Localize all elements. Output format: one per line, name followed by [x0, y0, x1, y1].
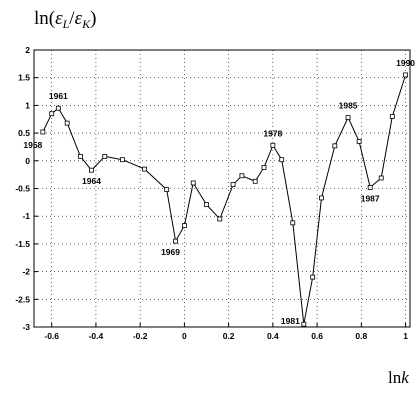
annotation-label: 1958 — [23, 140, 42, 150]
annotation-label: 1985 — [339, 101, 358, 111]
data-point — [217, 216, 223, 222]
x-tick-label: -0.6 — [44, 331, 59, 341]
data-point — [230, 182, 236, 188]
data-point — [279, 157, 285, 163]
x-tick-label: -0.2 — [133, 331, 148, 341]
data-point — [301, 321, 307, 327]
data-point — [204, 202, 209, 207]
data-point — [367, 184, 373, 190]
annotation-label: 1969 — [161, 247, 180, 257]
data-point — [332, 143, 338, 149]
y-tick-label: -3 — [22, 322, 30, 332]
data-point — [173, 238, 178, 244]
x-tick-label: -0.4 — [89, 331, 104, 341]
data-point — [290, 220, 296, 226]
data-point — [310, 274, 316, 280]
data-point — [252, 178, 258, 184]
data-point — [270, 142, 276, 148]
y-tick-label: -1 — [22, 211, 30, 221]
annotation-label: 1978 — [263, 128, 282, 138]
y-tick-label: -1.5 — [15, 239, 30, 249]
y-tick-label: 0 — [25, 156, 30, 166]
x-axis-label: lnk — [388, 368, 409, 387]
data-point — [389, 114, 395, 119]
data-point — [40, 129, 46, 135]
x-tick-label: 0.6 — [311, 331, 323, 341]
data-point — [78, 153, 83, 159]
data-point — [49, 111, 55, 117]
data-points — [40, 72, 408, 327]
x-tick-label: 1 — [403, 331, 408, 341]
annotations: 1958 1961 1964 1969 1978 1981 1985 1987 1990 — [23, 58, 415, 326]
data-point — [190, 180, 196, 186]
annotation-label: 1981 — [281, 316, 300, 326]
y-tick-label: -0.5 — [15, 184, 30, 194]
annotation-label: 1987 — [361, 193, 380, 203]
data-point — [55, 105, 61, 111]
data-point — [345, 115, 351, 120]
annotation-label: 1990 — [396, 58, 415, 68]
grid — [34, 49, 410, 328]
y-tick-label: 1 — [25, 100, 30, 110]
data-point — [261, 165, 267, 170]
y-tick-label: -2 — [22, 267, 30, 277]
x-tick-label: 0 — [182, 331, 187, 341]
data-point — [164, 187, 170, 193]
data-point — [120, 157, 125, 163]
data-point — [239, 173, 245, 179]
x-tick-label: 0.4 — [267, 331, 279, 341]
x-tick-label: 0.8 — [355, 331, 367, 341]
chart-title: ln(εL/εK) — [34, 8, 96, 31]
data-point — [181, 223, 187, 229]
y-tick-label: -2.5 — [15, 294, 30, 304]
data-point — [356, 139, 362, 144]
data-point — [89, 167, 94, 173]
data-point — [378, 175, 384, 181]
y-tick-label: 0.5 — [18, 128, 30, 138]
annotation-label: 1961 — [49, 91, 68, 101]
y-tick-label: 1.5 — [18, 73, 30, 83]
data-point — [102, 153, 108, 159]
x-tick-label: 0.2 — [223, 331, 235, 341]
data-point — [142, 166, 147, 172]
annotation-label: 1964 — [82, 176, 101, 186]
series-line — [42, 74, 407, 325]
data-point — [319, 195, 324, 201]
axis-ticks: -0.6 -0.4 -0.2 0 0.2 0.4 0.6 0.8 1 2 1.5 1 0.5 0 -0.5 -… — [15, 45, 408, 341]
y-tick-label: 2 — [25, 45, 30, 55]
data-point — [64, 120, 70, 126]
data-point — [403, 72, 408, 78]
